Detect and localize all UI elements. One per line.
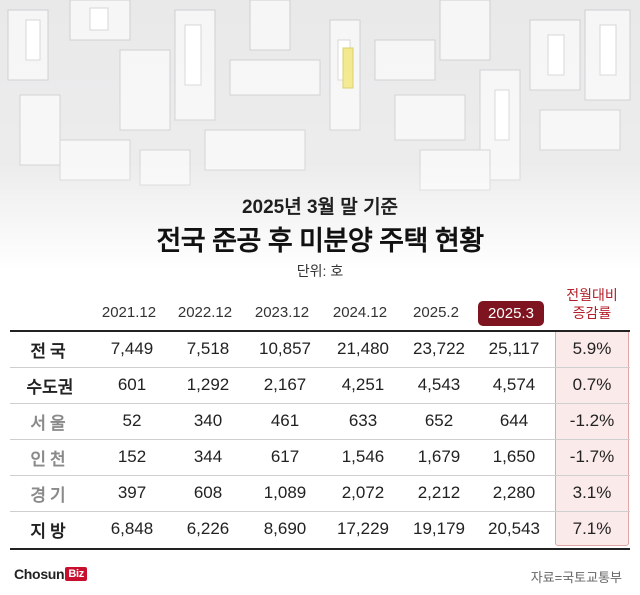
table-cell: 1,679 <box>417 447 461 466</box>
row-divider <box>10 475 630 476</box>
table-cell: 6,848 <box>110 519 154 538</box>
table-row: 수도권 601 1,292 2,167 4,251 4,543 4,574 0.… <box>10 367 630 403</box>
column-header: 2024.12 <box>332 303 388 321</box>
table-cell: 633 <box>348 411 378 430</box>
change-column-header: 전월대비 증감률 <box>557 286 627 322</box>
column-header: 2022.12 <box>177 303 233 321</box>
row-divider <box>10 439 630 440</box>
logo-badge: Biz <box>65 567 87 581</box>
apartment-background-illustration <box>0 0 640 300</box>
change-cell: 7.1% <box>572 519 612 538</box>
row-divider <box>10 367 630 368</box>
row-label: 서울 <box>30 413 70 433</box>
table-cell: 2,212 <box>417 483 461 502</box>
change-cell: -1.7% <box>569 447 615 466</box>
row-label: 인천 <box>30 449 70 469</box>
data-table: 전월대비 증감률 2021.12 2022.12 2023.12 2024.12… <box>0 287 640 552</box>
table-cell: 21,480 <box>337 339 389 358</box>
table-cell: 152 <box>117 447 147 466</box>
table-cell: 601 <box>117 375 147 394</box>
table-cell: 25,117 <box>488 339 540 358</box>
table-cell: 10,857 <box>259 339 311 358</box>
row-divider <box>10 511 630 512</box>
table-cell: 644 <box>499 411 529 430</box>
change-cell: 3.1% <box>572 483 612 502</box>
table-cell: 4,543 <box>417 375 461 394</box>
table-cell: 344 <box>193 447 223 466</box>
table-cell: 652 <box>424 411 454 430</box>
chart-subtitle: 2025년 3월 말 기준 <box>241 197 399 218</box>
table-cell: 8,690 <box>263 519 307 538</box>
table-cell: 23,722 <box>413 339 465 358</box>
table-cell: 1,089 <box>263 483 307 502</box>
table-cell: 52 <box>122 411 142 430</box>
table-cell: 20,543 <box>488 519 540 538</box>
table-cell: 1,546 <box>341 447 385 466</box>
table-cell: 19,179 <box>413 519 465 538</box>
change-cell: 5.9% <box>572 339 612 358</box>
table-top-rule <box>10 330 630 332</box>
change-cell: -1.2% <box>569 411 615 430</box>
table-cell: 7,518 <box>186 339 230 358</box>
logo-text: Chosun <box>14 566 65 582</box>
table-row: 지방 6,848 6,226 8,690 17,229 19,179 20,54… <box>10 511 630 547</box>
change-column-highlight <box>555 330 629 546</box>
row-label: 지방 <box>30 521 70 541</box>
row-divider <box>10 403 630 404</box>
change-cell: 0.7% <box>572 375 612 394</box>
table-cell: 6,226 <box>186 519 230 538</box>
table-row: 서울 52 340 461 633 652 644 -1.2% <box>10 403 630 439</box>
source-note: 자료=국토교통부 <box>530 570 622 585</box>
row-label: 전국 <box>30 341 70 361</box>
table-row: 전국 7,449 7,518 10,857 21,480 23,722 25,1… <box>10 331 630 367</box>
column-header: 2023.12 <box>254 303 310 321</box>
change-header-line1: 전월대비 <box>566 287 618 303</box>
table-cell: 461 <box>270 411 300 430</box>
table-cell: 4,251 <box>341 375 385 394</box>
table-cell: 397 <box>117 483 147 502</box>
table-cell: 2,072 <box>341 483 385 502</box>
chart-title: 전국 준공 후 미분양 주택 현황 <box>156 226 484 256</box>
table-row: 경기 397 608 1,089 2,072 2,212 2,280 3.1% <box>10 475 630 511</box>
row-label: 경기 <box>30 485 70 505</box>
chosunbiz-logo: Chosun Biz <box>14 566 87 582</box>
table-cell: 617 <box>270 447 300 466</box>
change-header-line2: 증감률 <box>572 305 612 321</box>
title-block: 2025년 3월 말 기준 전국 준공 후 미분양 주택 현황 단위: 호 <box>0 196 640 280</box>
column-header: 2021.12 <box>101 303 157 321</box>
table-row: 인천 152 344 617 1,546 1,679 1,650 -1.7% <box>10 439 630 475</box>
table-cell: 7,449 <box>110 339 154 358</box>
table-cell: 2,280 <box>492 483 536 502</box>
table-cell: 1,292 <box>186 375 230 394</box>
row-label: 수도권 <box>26 377 74 397</box>
table-cell: 2,167 <box>263 375 307 394</box>
table-bottom-rule <box>10 548 630 550</box>
unit-label: 단위: 호 <box>296 263 344 279</box>
column-header-highlighted: 2025.3 <box>478 301 544 326</box>
table-cell: 608 <box>193 483 223 502</box>
column-header: 2025.2 <box>413 303 459 321</box>
table-cell: 4,574 <box>492 375 536 394</box>
table-cell: 340 <box>193 411 223 430</box>
table-cell: 1,650 <box>492 447 536 466</box>
table-cell: 17,229 <box>337 519 389 538</box>
